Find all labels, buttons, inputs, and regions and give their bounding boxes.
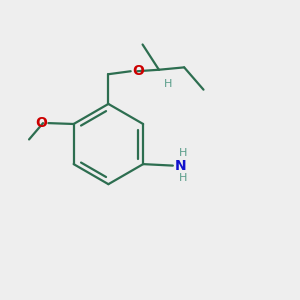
- Text: N: N: [174, 159, 186, 172]
- Text: H: H: [164, 79, 172, 89]
- Text: H: H: [179, 148, 188, 158]
- Text: H: H: [179, 173, 188, 183]
- Text: O: O: [35, 116, 47, 130]
- Text: O: O: [132, 64, 144, 78]
